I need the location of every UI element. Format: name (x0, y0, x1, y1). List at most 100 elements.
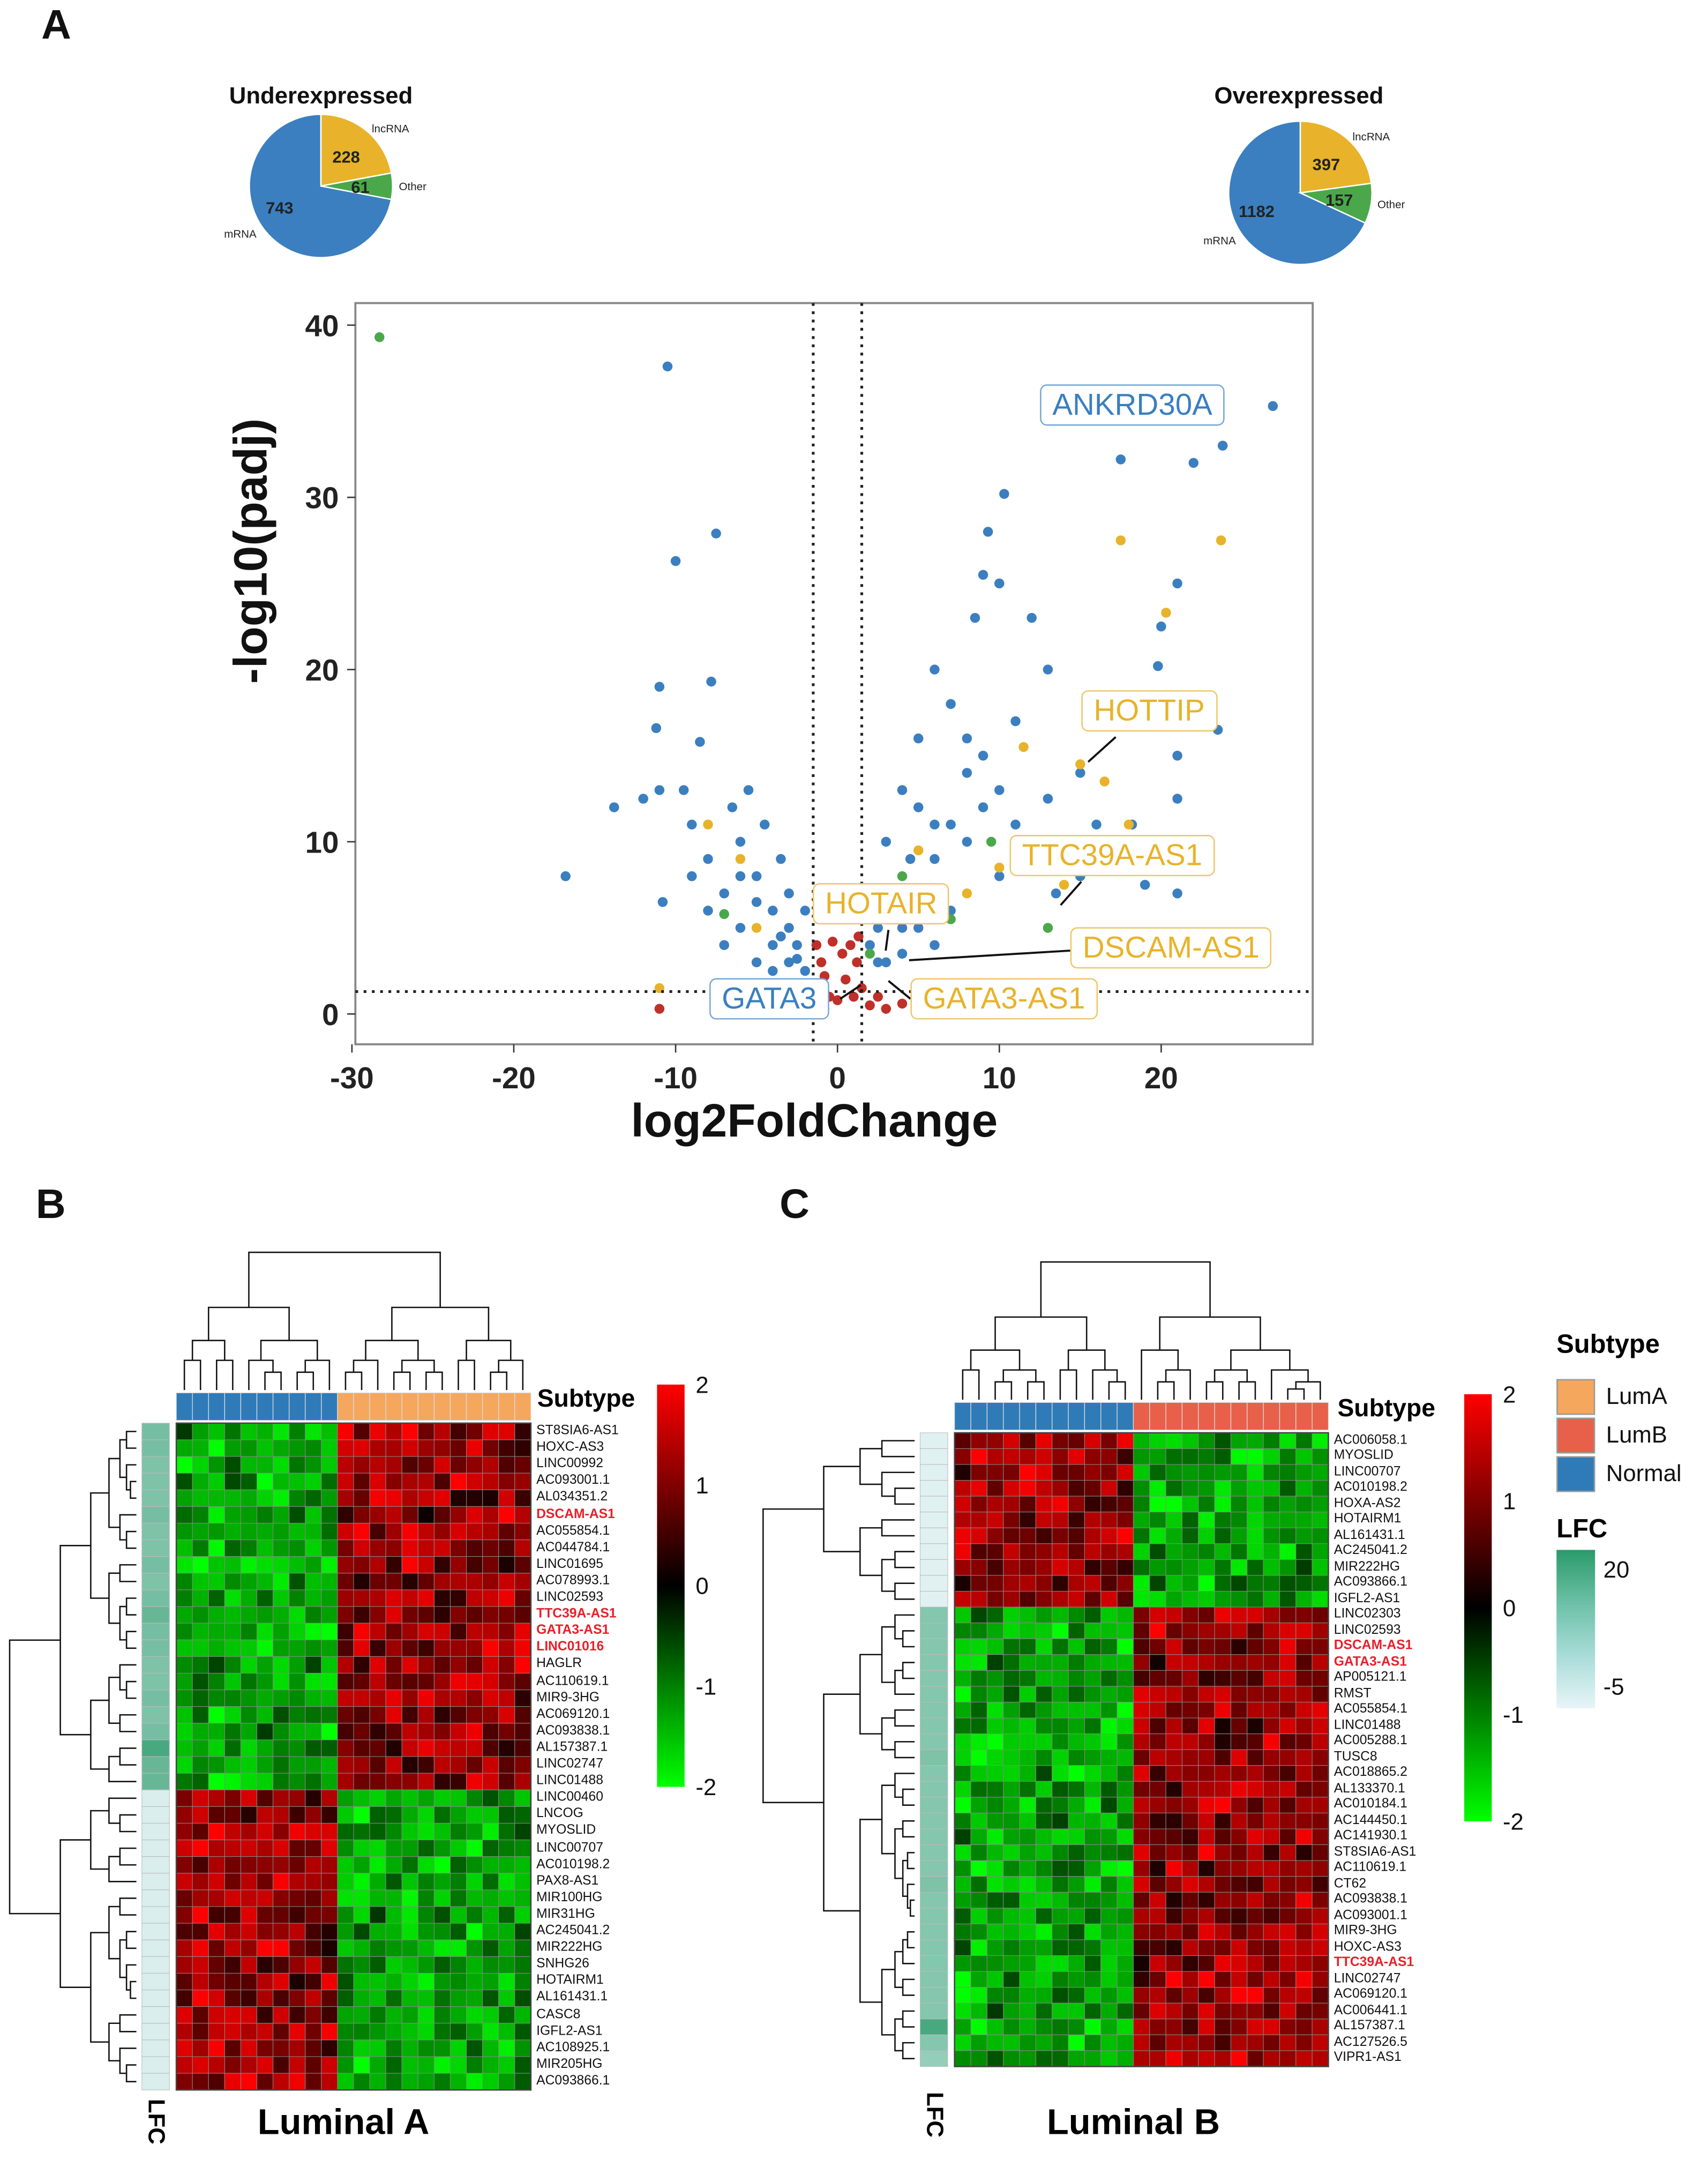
heatmap-cell (385, 1822, 402, 1841)
heatmap-cell (1312, 1781, 1329, 1798)
dendrogram-branch (248, 1359, 274, 1391)
heatmap-cell (353, 1589, 370, 1607)
heatmap-cell (208, 1906, 225, 1924)
heatmap-cell (498, 1522, 515, 1541)
heatmap-cell (224, 1522, 241, 1541)
heatmap-cell (450, 1822, 467, 1841)
heatmap-cell (1279, 1623, 1297, 1639)
heatmap-cell (1149, 1749, 1166, 1766)
heatmap-cell (1003, 2050, 1020, 2067)
heatmap-cell (1181, 1512, 1199, 1528)
heatmap-cell (1165, 1955, 1182, 1972)
heatmap-cell (176, 1972, 193, 1991)
heatmap-cell (1117, 1701, 1134, 1718)
heatmap-cell (385, 1456, 402, 1474)
point-mrna (1043, 794, 1053, 804)
heatmap-cell (1198, 2050, 1215, 2067)
heatmap-cell (1117, 1765, 1134, 1782)
heatmap-cell (433, 1840, 451, 1857)
heatmap-cell (1068, 1701, 1085, 1718)
heatmap-cell (176, 1956, 193, 1974)
heatmap-cell (1149, 1844, 1166, 1861)
heatmap-cell (986, 1781, 1004, 1798)
heatmap-cell (1133, 1575, 1150, 1592)
heatmap-cell (970, 1512, 987, 1528)
heatmap-cell (240, 1822, 258, 1841)
heatmap-cell (1149, 1496, 1166, 1513)
heatmap-cell (224, 1840, 241, 1857)
heatmap-cell (321, 1873, 338, 1890)
heatmap-cell (1165, 1939, 1182, 1956)
heatmap-cell (514, 2039, 531, 2057)
heatmap-cell (1003, 1654, 1020, 1671)
heatmap-cell (1133, 1527, 1150, 1544)
heatmap-cell (1279, 1765, 1297, 1782)
legend-swatch (1556, 1379, 1595, 1415)
point-mrna (930, 664, 940, 675)
heatmap-cell (1214, 1781, 1231, 1798)
lfc-cell (141, 1506, 170, 1524)
heatmap-border (954, 1432, 1329, 2067)
dendrogram-branch (119, 1514, 137, 1541)
heatmap-cell (224, 1672, 241, 1691)
point-mrna (978, 570, 988, 580)
heatmap-cell (1019, 1512, 1036, 1528)
gene-label: AC108925.1 (536, 2040, 610, 2056)
point-mrna (784, 888, 794, 899)
heatmap-cell (337, 1923, 354, 1940)
heatmap-cell (1247, 1448, 1264, 1465)
heatmap-cell (1295, 1606, 1313, 1624)
point-mrna (970, 612, 980, 623)
heatmap-cell (1035, 1559, 1053, 1576)
subtype-annotation-cell (1035, 1402, 1053, 1431)
heatmap-cell (1100, 1464, 1118, 1481)
lfc-label-b: LFC (143, 2098, 170, 2144)
heatmap-cell (224, 1623, 241, 1640)
point-mrna (873, 923, 883, 933)
heatmap-cell (1279, 1575, 1297, 1592)
pie-value: 157 (1325, 191, 1353, 210)
dendrogram-branch (859, 1448, 882, 1485)
heatmap-cell (1068, 1448, 1085, 1465)
heatmap-cell (1052, 1844, 1069, 1861)
heatmap-cell (1149, 1781, 1166, 1798)
heatmap-cell (1003, 1812, 1020, 1829)
dendrogram-branch (108, 2022, 120, 2062)
heatmap-cell (986, 2002, 1004, 2020)
dendrogram-branch (1287, 1388, 1305, 1400)
point-mrna (759, 819, 770, 830)
heatmap-cell (466, 1672, 483, 1691)
heatmap-cell (954, 1812, 971, 1829)
heatmap-cell (1035, 1908, 1053, 1924)
point-not-significant (873, 991, 883, 1002)
heatmap-cell (176, 1656, 193, 1673)
heatmap-cell (240, 1972, 258, 1991)
heatmap-cell (273, 1473, 290, 1490)
heatmap-cell (1133, 1876, 1150, 1893)
heatmap-cell (417, 1522, 435, 1541)
heatmap-cell (417, 1923, 435, 1940)
heatmap-cell (385, 1623, 402, 1640)
heatmap-cell (240, 1456, 258, 1474)
dendrogram-branch (125, 1931, 137, 1949)
heatmap-cell (289, 1739, 306, 1757)
heatmap-cell (466, 1990, 483, 2007)
point-mrna (1010, 819, 1021, 830)
heatmap-cell (1084, 1590, 1102, 1608)
heatmap-cell (1100, 1733, 1118, 1750)
heatmap-cell (1149, 1828, 1166, 1845)
heatmap-cell (482, 1672, 499, 1691)
heatmap-cell (240, 1589, 258, 1607)
heatmap-cell (433, 1873, 451, 1890)
dendrogram-branch (119, 2014, 137, 2033)
heatmap-cell (450, 1972, 467, 1991)
heatmap-cell (1068, 2050, 1085, 2067)
heatmap-cell (1052, 1892, 1069, 1909)
heatmap-cell (1263, 1590, 1280, 1608)
heatmap-cell (353, 1706, 370, 1724)
heatmap-cell (514, 1990, 531, 2007)
heatmap-cell (208, 1423, 225, 1440)
heatmap-cell (1165, 1717, 1182, 1735)
heatmap-cell (192, 1806, 209, 1824)
